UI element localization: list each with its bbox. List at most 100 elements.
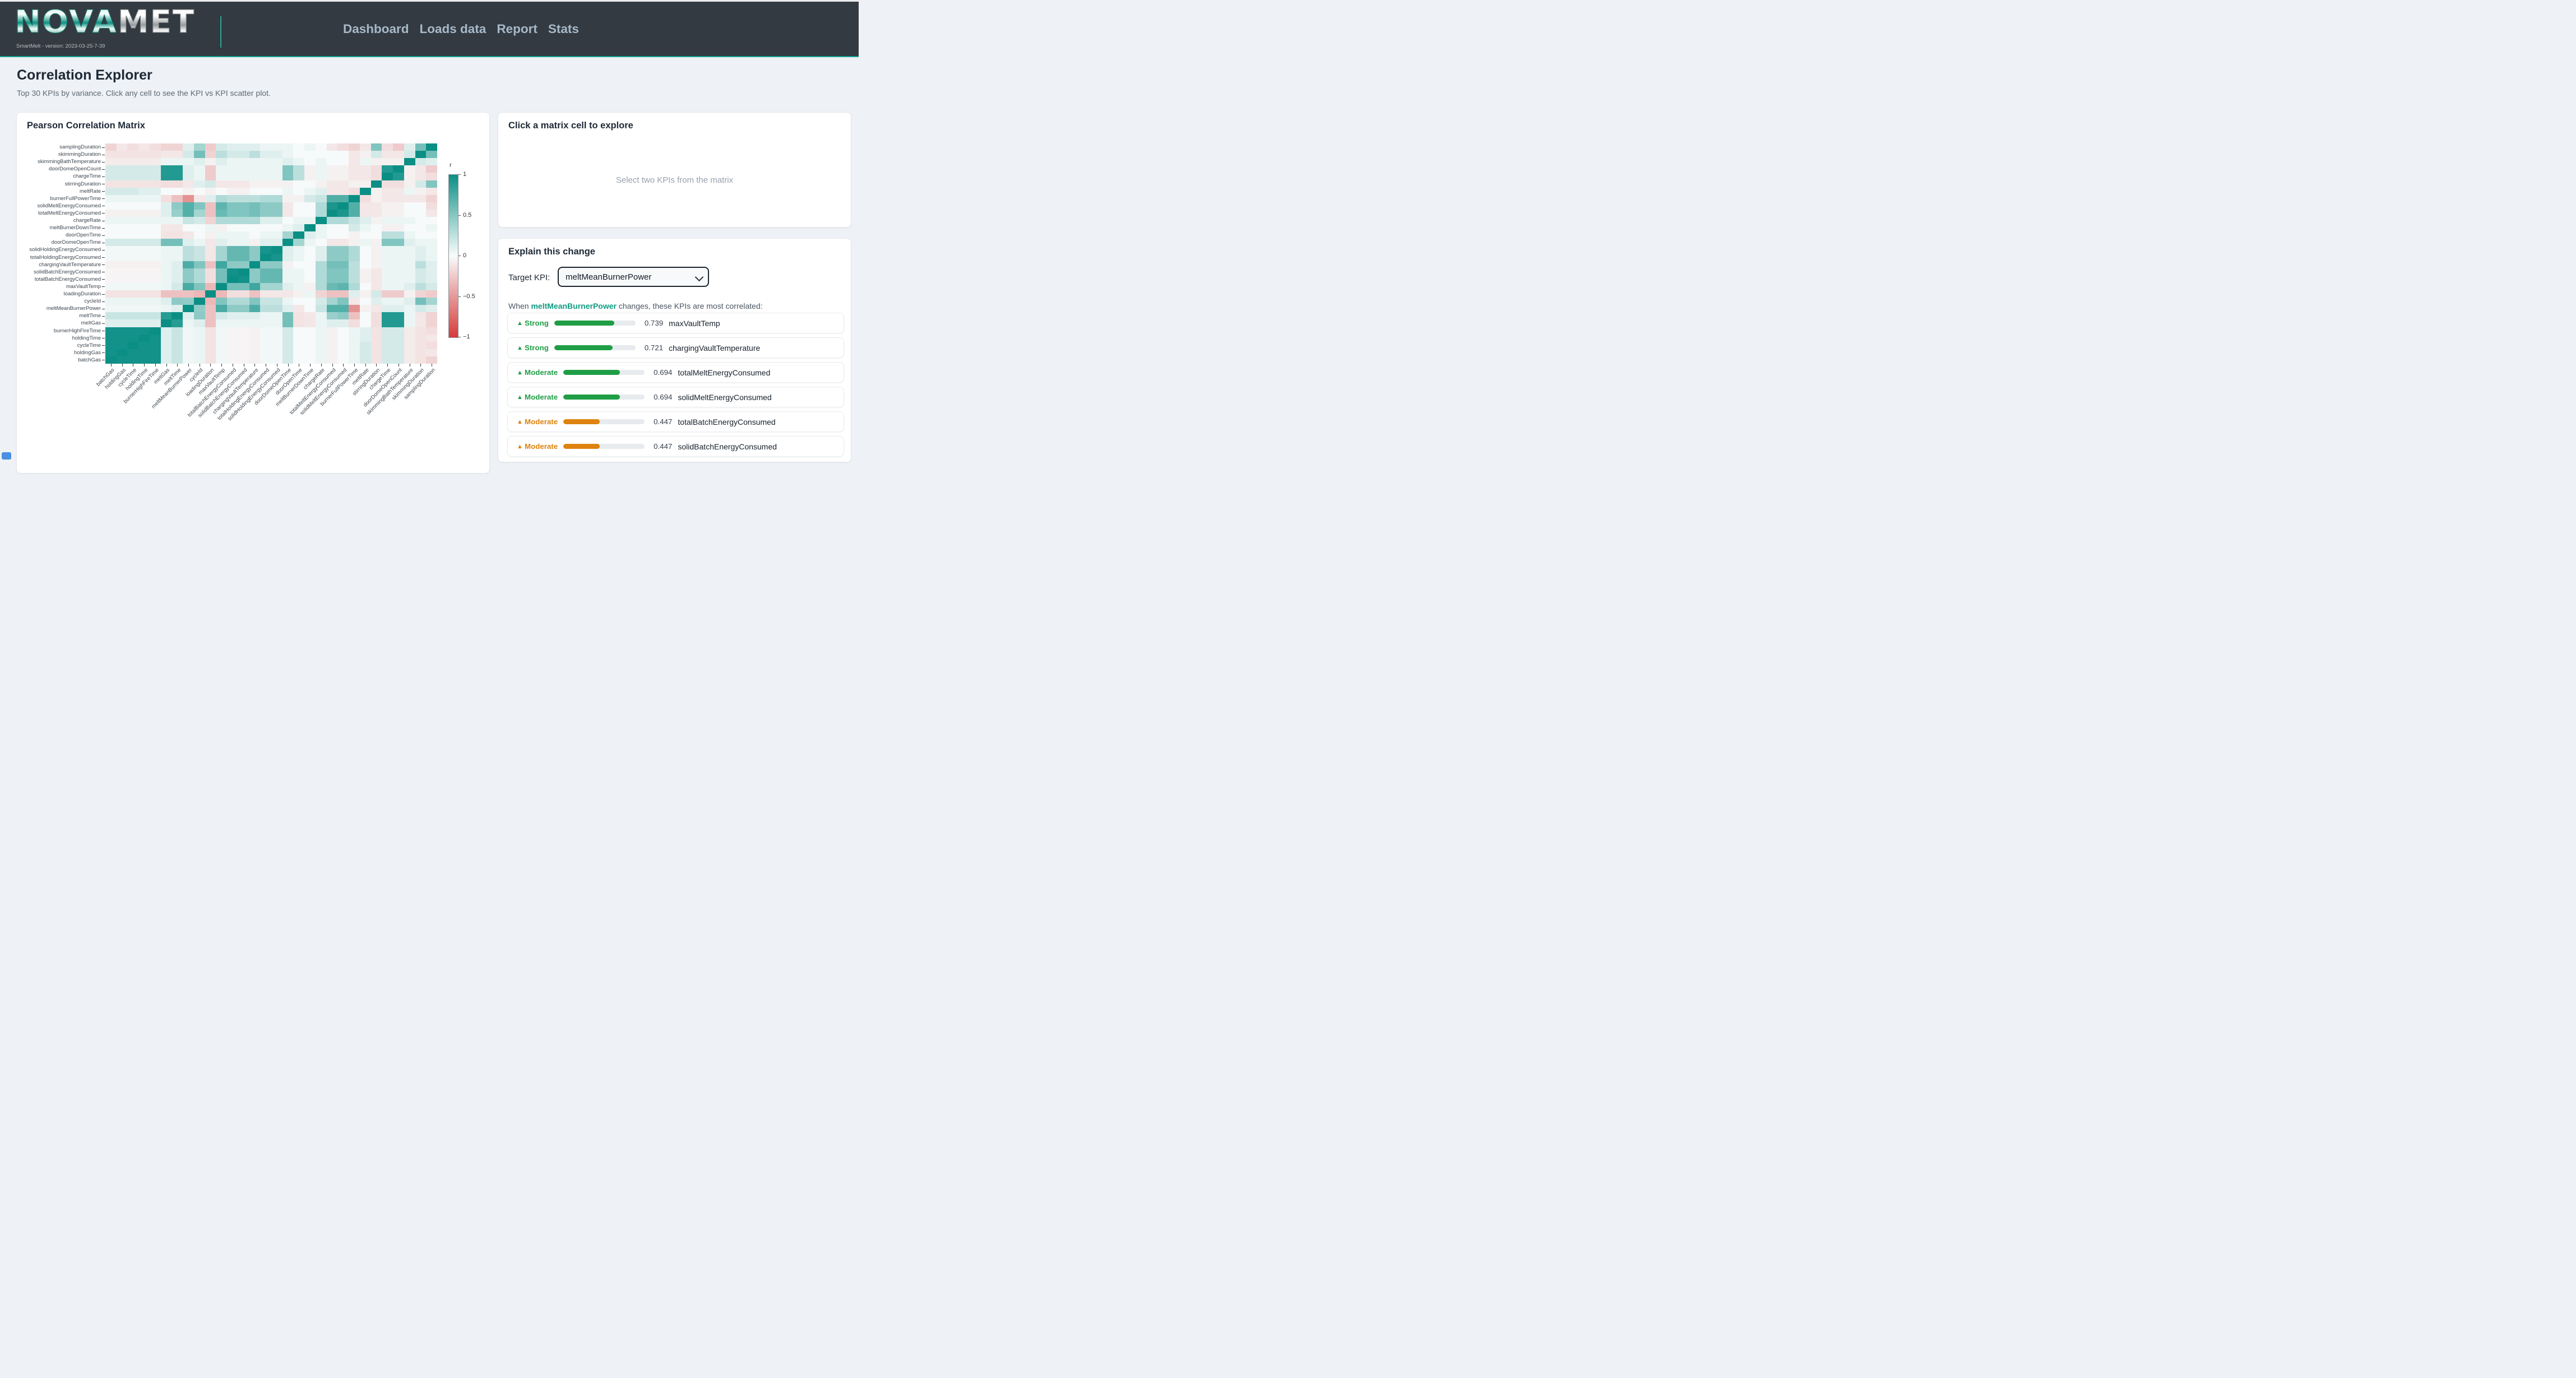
heatmap-cell-batchGas--chargeRate[interactable] <box>315 356 327 364</box>
heatmap-cell-cycleId--totalBatchEnergyConsumed[interactable] <box>227 298 238 305</box>
heatmap-cell-skimmingBathTemperature--stirringDuration[interactable] <box>370 158 382 166</box>
heatmap-cell-totalHoldingEnergyConsumed--totalHoldingEnergyConsumed[interactable] <box>260 253 271 261</box>
heatmap-cell-burnerFullPowerTime--holdingGas[interactable] <box>116 194 128 202</box>
heatmap-cell-chargingVaultTemperature--doorDomeOpenCount[interactable] <box>393 261 404 268</box>
heatmap-cell-chargingVaultTemperature--samplingDuration[interactable] <box>426 261 437 268</box>
heatmap-cell-meltTime--solidMeltEnergyConsumed[interactable] <box>337 312 349 320</box>
heatmap-cell-chargingVaultTemperature--cycleTime[interactable] <box>127 261 139 268</box>
heatmap-cell-burnerFullPowerTime--solidBatchEnergyConsumed[interactable] <box>238 194 249 202</box>
heatmap-cell-loadingDuration--solidHoldingEnergyConsumed[interactable] <box>271 290 282 298</box>
heatmap-cell-skimmingBathTemperature--skimmingBathTemperature[interactable] <box>404 158 415 166</box>
heatmap-cell-meltRate--skimmingBathTemperature[interactable] <box>404 187 415 195</box>
heatmap-cell-totalMeltEnergyConsumed--solidBatchEnergyConsumed[interactable] <box>238 209 249 217</box>
heatmap-cell-meltBurnerDownTime--solidBatchEnergyConsumed[interactable] <box>238 224 249 232</box>
heatmap-cell-holdingTime--stirringDuration[interactable] <box>370 334 382 342</box>
heatmap-cell-stirringDuration--meltMeanBurnerPower[interactable] <box>183 180 194 188</box>
heatmap-cell-skimmingDuration--holdingGas[interactable] <box>116 151 128 159</box>
heatmap-cell-holdingTime--maxVaultTemp[interactable] <box>216 334 228 342</box>
heatmap-cell-meltRate--burnerFullPowerTime[interactable] <box>349 187 360 195</box>
heatmap-cell-doorOpenTime--doorOpenTime[interactable] <box>293 231 305 239</box>
heatmap-cell-doorDomeOpenTime--holdingTime[interactable] <box>138 239 150 247</box>
heatmap-cell-doorDomeOpenTime--meltBurnerDownTime[interactable] <box>304 239 316 247</box>
heatmap-cell-meltBurnerDownTime--doorDomeOpenCount[interactable] <box>393 224 404 232</box>
heatmap-cell-burnerFullPowerTime--cycleId[interactable] <box>193 194 205 202</box>
heatmap-cell-cycleTime--samplingDuration[interactable] <box>426 341 437 349</box>
heatmap-cell-meltTime--cycleTime[interactable] <box>127 312 139 320</box>
heatmap-cell-doorDomeOpenCount--skimmingBathTemperature[interactable] <box>404 165 415 173</box>
heatmap-cell-chargeRate--totalBatchEnergyConsumed[interactable] <box>227 217 238 225</box>
heatmap-cell-samplingDuration--chargeRate[interactable] <box>315 143 327 151</box>
heatmap-cell-maxVaultTemp--doorDomeOpenTime[interactable] <box>282 282 294 290</box>
heatmap-cell-totalMeltEnergyConsumed--solidHoldingEnergyConsumed[interactable] <box>271 209 282 217</box>
heatmap-cell-meltMeanBurnerPower--cycleTime[interactable] <box>127 305 139 313</box>
heatmap-cell-doorDomeOpenCount--holdingTime[interactable] <box>138 165 150 173</box>
heatmap-cell-chargingVaultTemperature--chargeTime[interactable] <box>382 261 393 268</box>
heatmap-cell-meltMeanBurnerPower--holdingGas[interactable] <box>116 305 128 313</box>
heatmap-cell-totalHoldingEnergyConsumed--holdingGas[interactable] <box>116 253 128 261</box>
heatmap-cell-chargingVaultTemperature--chargingVaultTemperature[interactable] <box>249 261 261 268</box>
heatmap-cell-batchGas--cycleId[interactable] <box>193 356 205 364</box>
heatmap-cell-cycleTime--stirringDuration[interactable] <box>370 341 382 349</box>
heatmap-cell-batchGas--meltMeanBurnerPower[interactable] <box>183 356 194 364</box>
heatmap-cell-stirringDuration--solidMeltEnergyConsumed[interactable] <box>337 180 349 188</box>
heatmap-cell-burnerFullPowerTime--totalMeltEnergyConsumed[interactable] <box>326 194 338 202</box>
heatmap-cell-burnerHighFireTime--meltBurnerDownTime[interactable] <box>304 327 316 335</box>
heatmap-cell-doorOpenTime--doorDomeOpenCount[interactable] <box>393 231 404 239</box>
heatmap-cell-burnerHighFireTime--samplingDuration[interactable] <box>426 327 437 335</box>
heatmap-cell-meltRate--batchGas[interactable] <box>105 187 117 195</box>
heatmap-cell-doorDomeOpenTime--holdingGas[interactable] <box>116 239 128 247</box>
heatmap-cell-solidMeltEnergyConsumed--totalBatchEnergyConsumed[interactable] <box>227 202 238 210</box>
heatmap-cell-skimmingBathTemperature--doorOpenTime[interactable] <box>293 158 305 166</box>
heatmap-cell-totalMeltEnergyConsumed--doorOpenTime[interactable] <box>293 209 305 217</box>
heatmap-cell-cycleTime--chargeTime[interactable] <box>382 341 393 349</box>
nav-item-loads-data[interactable]: Loads data <box>419 21 487 36</box>
heatmap-cell-burnerFullPowerTime--chargeTime[interactable] <box>382 194 393 202</box>
heatmap-cell-chargingVaultTemperature--doorDomeOpenTime[interactable] <box>282 261 294 268</box>
heatmap-cell-chargeTime--loadingDuration[interactable] <box>205 173 216 180</box>
heatmap-cell-doorDomeOpenTime--meltTime[interactable] <box>172 239 183 247</box>
heatmap-cell-meltTime--loadingDuration[interactable] <box>205 312 216 320</box>
heatmap-cell-solidMeltEnergyConsumed--maxVaultTemp[interactable] <box>216 202 228 210</box>
heatmap-cell-maxVaultTemp--chargeTime[interactable] <box>382 282 393 290</box>
heatmap-cell-solidMeltEnergyConsumed--meltTime[interactable] <box>172 202 183 210</box>
heatmap-cell-loadingDuration--holdingTime[interactable] <box>138 290 150 298</box>
heatmap-cell-maxVaultTemp--skimmingDuration[interactable] <box>415 282 427 290</box>
heatmap-cell-meltMeanBurnerPower--meltTime[interactable] <box>172 305 183 313</box>
heatmap-cell-solidMeltEnergyConsumed--solidMeltEnergyConsumed[interactable] <box>337 202 349 210</box>
heatmap-cell-maxVaultTemp--meltMeanBurnerPower[interactable] <box>183 282 194 290</box>
heatmap-cell-holdingTime--doorDomeOpenCount[interactable] <box>393 334 404 342</box>
heatmap-cell-meltGas--chargingVaultTemperature[interactable] <box>249 319 261 327</box>
heatmap-cell-burnerHighFireTime--totalBatchEnergyConsumed[interactable] <box>227 327 238 335</box>
heatmap-cell-batchGas--samplingDuration[interactable] <box>426 356 437 364</box>
heatmap-cell-totalBatchEnergyConsumed--burnerHighFireTime[interactable] <box>149 275 161 283</box>
heatmap-cell-maxVaultTemp--meltBurnerDownTime[interactable] <box>304 282 316 290</box>
heatmap-cell-solidHoldingEnergyConsumed--totalHoldingEnergyConsumed[interactable] <box>260 246 271 254</box>
heatmap-cell-chargeTime--batchGas[interactable] <box>105 173 117 180</box>
heatmap-cell-maxVaultTemp--meltTime[interactable] <box>172 282 183 290</box>
heatmap-cell-doorDomeOpenTime--solidBatchEnergyConsumed[interactable] <box>238 239 249 247</box>
heatmap-cell-totalBatchEnergyConsumed--solidHoldingEnergyConsumed[interactable] <box>271 275 282 283</box>
heatmap-cell-skimmingBathTemperature--totalMeltEnergyConsumed[interactable] <box>326 158 338 166</box>
heatmap-cell-doorOpenTime--cycleId[interactable] <box>193 231 205 239</box>
heatmap-cell-loadingDuration--totalBatchEnergyConsumed[interactable] <box>227 290 238 298</box>
heatmap-cell-doorOpenTime--burnerFullPowerTime[interactable] <box>349 231 360 239</box>
heatmap-cell-holdingGas--meltTime[interactable] <box>172 349 183 356</box>
heatmap-cell-meltRate--meltBurnerDownTime[interactable] <box>304 187 316 195</box>
heatmap-cell-chargingVaultTemperature--burnerHighFireTime[interactable] <box>149 261 161 268</box>
heatmap-cell-samplingDuration--cycleTime[interactable] <box>127 143 139 151</box>
heatmap-cell-skimmingBathTemperature--doorDomeOpenTime[interactable] <box>282 158 294 166</box>
heatmap-cell-solidHoldingEnergyConsumed--doorDomeOpenCount[interactable] <box>393 246 404 254</box>
heatmap-cell-meltTime--batchGas[interactable] <box>105 312 117 320</box>
heatmap-cell-maxVaultTemp--holdingGas[interactable] <box>116 282 128 290</box>
heatmap-cell-holdingGas--totalBatchEnergyConsumed[interactable] <box>227 349 238 356</box>
heatmap-cell-batchGas--batchGas[interactable] <box>105 356 117 364</box>
heatmap-cell-cycleId--solidBatchEnergyConsumed[interactable] <box>238 298 249 305</box>
heatmap-cell-totalMeltEnergyConsumed--meltMeanBurnerPower[interactable] <box>183 209 194 217</box>
heatmap-cell-cycleId--meltBurnerDownTime[interactable] <box>304 298 316 305</box>
heatmap-cell-holdingTime--solidHoldingEnergyConsumed[interactable] <box>271 334 282 342</box>
heatmap-cell-holdingGas--chargeTime[interactable] <box>382 349 393 356</box>
heatmap-cell-samplingDuration--meltTime[interactable] <box>172 143 183 151</box>
heatmap-cell-holdingGas--holdingGas[interactable] <box>116 349 128 356</box>
heatmap-cell-batchGas--chargeTime[interactable] <box>382 356 393 364</box>
heatmap-cell-doorDomeOpenCount--meltMeanBurnerPower[interactable] <box>183 165 194 173</box>
